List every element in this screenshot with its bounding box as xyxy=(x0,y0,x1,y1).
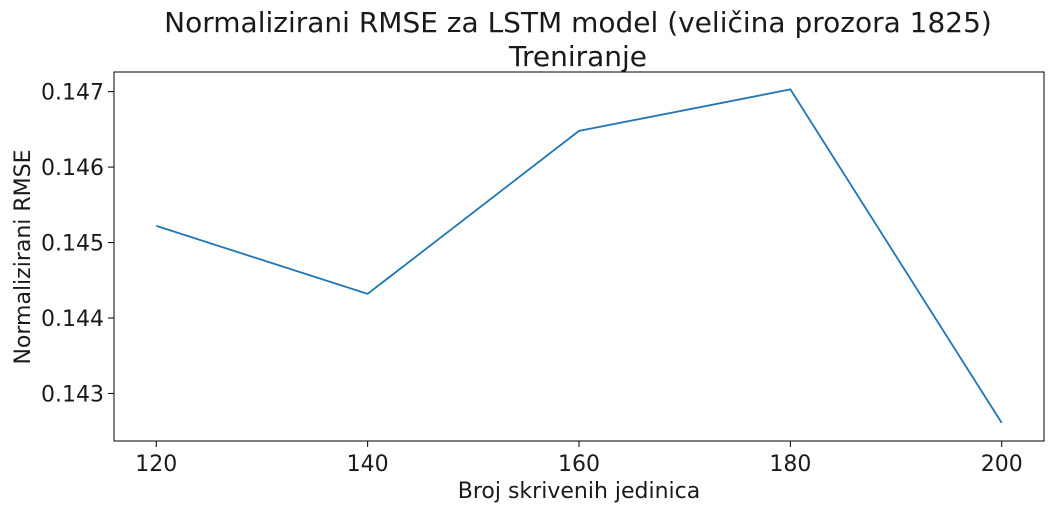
y-axis-ticks: 0.143 0.144 0.145 0.146 0.147 xyxy=(41,81,114,407)
y-tick-label: 0.147 xyxy=(41,81,104,106)
x-tick-label: 200 xyxy=(981,452,1023,477)
y-tick-label: 0.146 xyxy=(41,156,104,181)
y-tick-label: 0.145 xyxy=(41,232,104,257)
x-tick-label: 140 xyxy=(347,452,389,477)
y-tick-label: 0.143 xyxy=(41,382,104,407)
x-tick-label: 180 xyxy=(769,452,811,477)
chart-subtitle: Treniranje xyxy=(508,40,647,73)
chart-title: Normalizirani RMSE za LSTM model (veliči… xyxy=(164,6,992,39)
x-tick-label: 160 xyxy=(558,452,600,477)
plot-frame xyxy=(113,71,1045,442)
y-axis-label: Normalizirani RMSE xyxy=(11,149,36,364)
x-axis-ticks: 120 140 160 180 200 xyxy=(135,441,1023,477)
x-axis-label: Broj skrivenih jedinica xyxy=(458,479,700,504)
series-line xyxy=(156,88,1003,424)
y-tick-label: 0.144 xyxy=(41,307,104,332)
x-tick-label: 120 xyxy=(135,452,177,477)
